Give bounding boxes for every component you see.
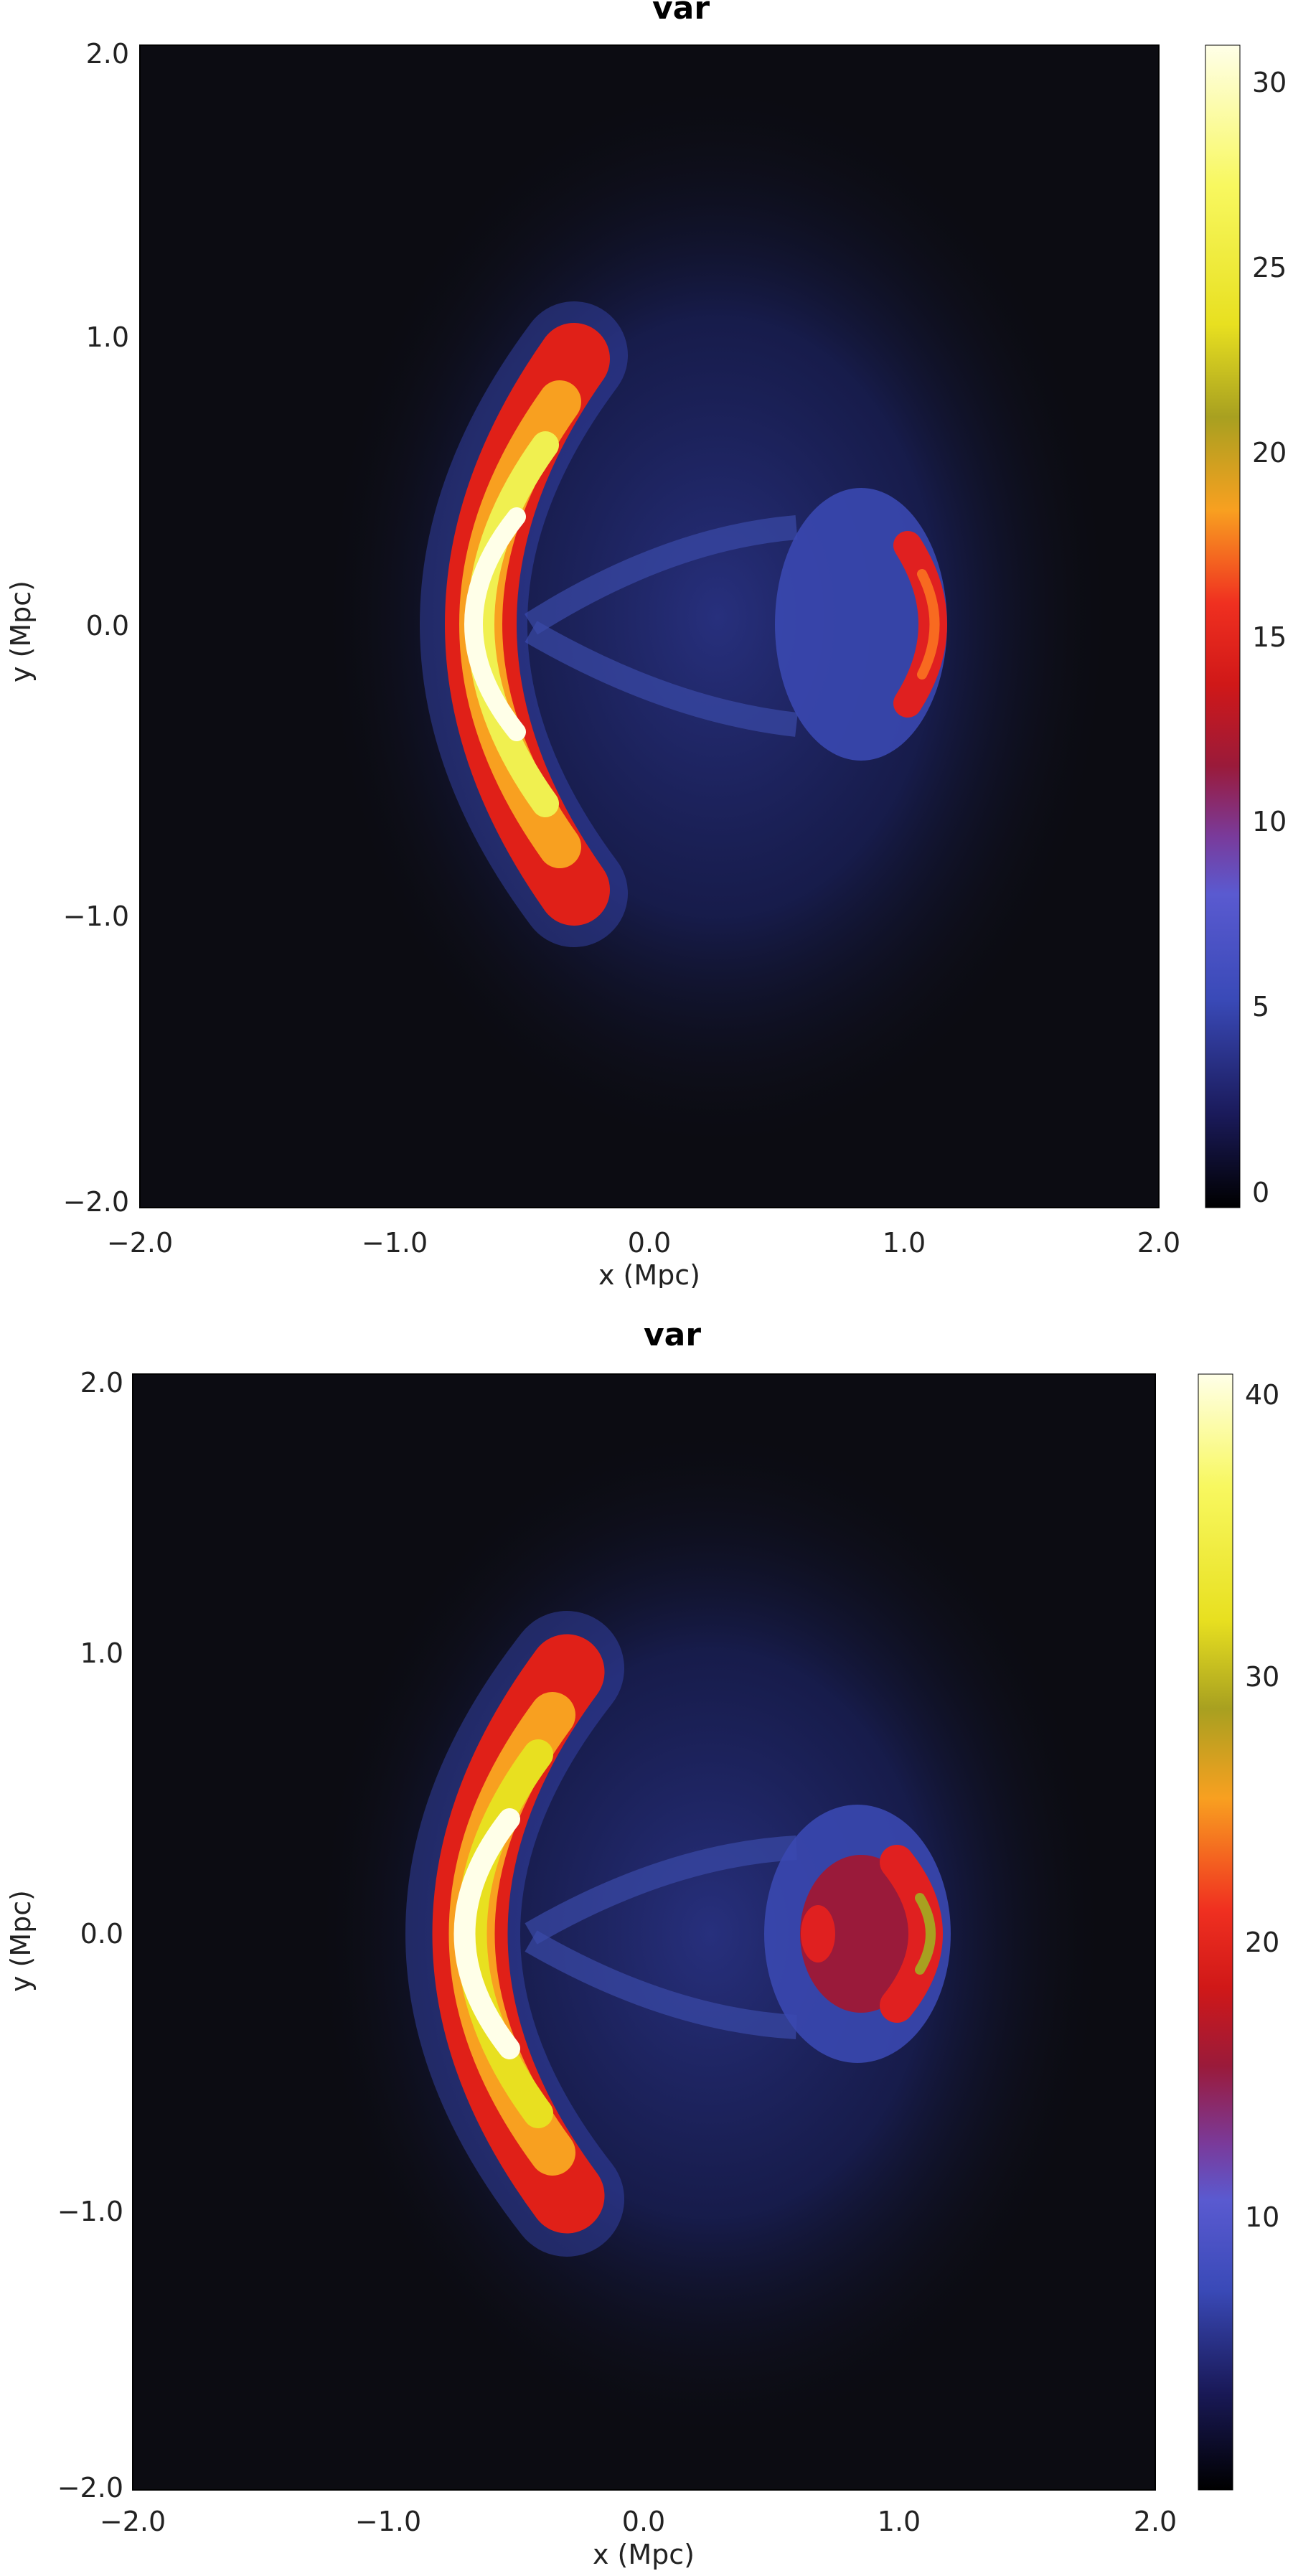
chart-title: var [652, 0, 710, 27]
y-tick-label: 0.0 [80, 1918, 123, 1950]
diffuse-halo [309, 1417, 1112, 2450]
y-axis: 2.0 1.0 0.0 −1.0 −2.0 y (Mpc) [5, 38, 129, 1218]
secondary-cluster-core [800, 1855, 922, 2013]
x-tick-label: 1.0 [878, 2506, 921, 2537]
x-tick-label: 0.0 [628, 1227, 671, 1259]
y-axis-label: y (Mpc) [5, 1890, 37, 1992]
colorbar-tick-label: 20 [1245, 1927, 1279, 1958]
colorbar-gradient [1198, 1373, 1233, 2491]
y-tick-label: 1.0 [80, 1637, 123, 1669]
x-axis-label: x (Mpc) [598, 1259, 700, 1288]
x-tick-label: 1.0 [883, 1227, 926, 1259]
colorbar-tick-label: 20 [1252, 437, 1287, 469]
wake-upper [524, 515, 798, 635]
wake-upper [525, 1835, 797, 1945]
chart-bottom: var [5, 1317, 1279, 2570]
y-tick-label: −1.0 [63, 901, 129, 932]
y-tick-label: −2.0 [63, 1186, 129, 1218]
colorbar-tick-label: 10 [1245, 2201, 1279, 2233]
colorbar-tick-label: 5 [1252, 991, 1269, 1023]
heatmap-plot-area [132, 1373, 1156, 2491]
heatmap-plot-area [139, 44, 1160, 1208]
wake-lower [525, 1930, 797, 2039]
x-axis: −2.0 −1.0 0.0 1.0 2.0 x (Mpc) [107, 1227, 1180, 1288]
x-tick-label: −2.0 [100, 2506, 166, 2537]
colorbar-tick-label: 25 [1252, 252, 1287, 283]
colorbar-tick-label: 15 [1252, 621, 1287, 653]
bow-shock-white [464, 507, 526, 741]
secondary-left-spot [801, 1905, 835, 1962]
y-tick-label: −2.0 [57, 2472, 123, 2504]
plot-frame [139, 44, 1160, 1208]
x-tick-label: −1.0 [355, 2506, 421, 2537]
x-axis-label: x (Mpc) [593, 2539, 695, 2570]
colorbar-tick-label: 30 [1245, 1661, 1279, 1693]
x-tick-label: 0.0 [622, 2506, 665, 2537]
colorbar: 0 5 10 15 20 25 30 [1205, 44, 1287, 1208]
colorbar-gradient [1205, 44, 1241, 1208]
x-tick-label: 2.0 [1137, 1227, 1180, 1259]
colorbar: 10 20 30 40 [1198, 1373, 1279, 2491]
diffuse-halo [316, 72, 1119, 1162]
plot-frame [132, 1373, 1156, 2491]
y-tick-label: 2.0 [86, 38, 129, 70]
chart-title: var [644, 1317, 701, 1353]
x-tick-label: −1.0 [362, 1227, 428, 1259]
y-tick-label: 0.0 [86, 610, 129, 641]
secondary-cap-core [917, 569, 940, 680]
wake-lower [525, 621, 798, 737]
y-tick-label: −1.0 [57, 2196, 123, 2227]
secondary-cap-core [915, 1893, 936, 1975]
y-axis-label: y (Mpc) [5, 580, 37, 682]
colorbar-tick-label: 30 [1252, 67, 1287, 98]
panel-bottom: var [0, 1317, 1293, 2576]
panel-top: var [5, 0, 1287, 1288]
x-tick-label: 2.0 [1134, 2506, 1177, 2537]
colorbar-tick-label: 10 [1252, 806, 1287, 837]
y-tick-label: 1.0 [86, 321, 129, 353]
colorbar-tick-label: 40 [1245, 1379, 1279, 1411]
y-axis: 2.0 1.0 0.0 −1.0 −2.0 y (Mpc) [5, 1367, 123, 2504]
bow-shock-white [453, 1808, 520, 2059]
x-axis: −2.0 −1.0 0.0 1.0 2.0 x (Mpc) [100, 2506, 1177, 2570]
colorbar-tick-label: 0 [1252, 1177, 1269, 1208]
y-tick-label: 2.0 [80, 1367, 123, 1399]
chart-top: var [5, 0, 1287, 1288]
x-tick-label: −2.0 [107, 1227, 173, 1259]
